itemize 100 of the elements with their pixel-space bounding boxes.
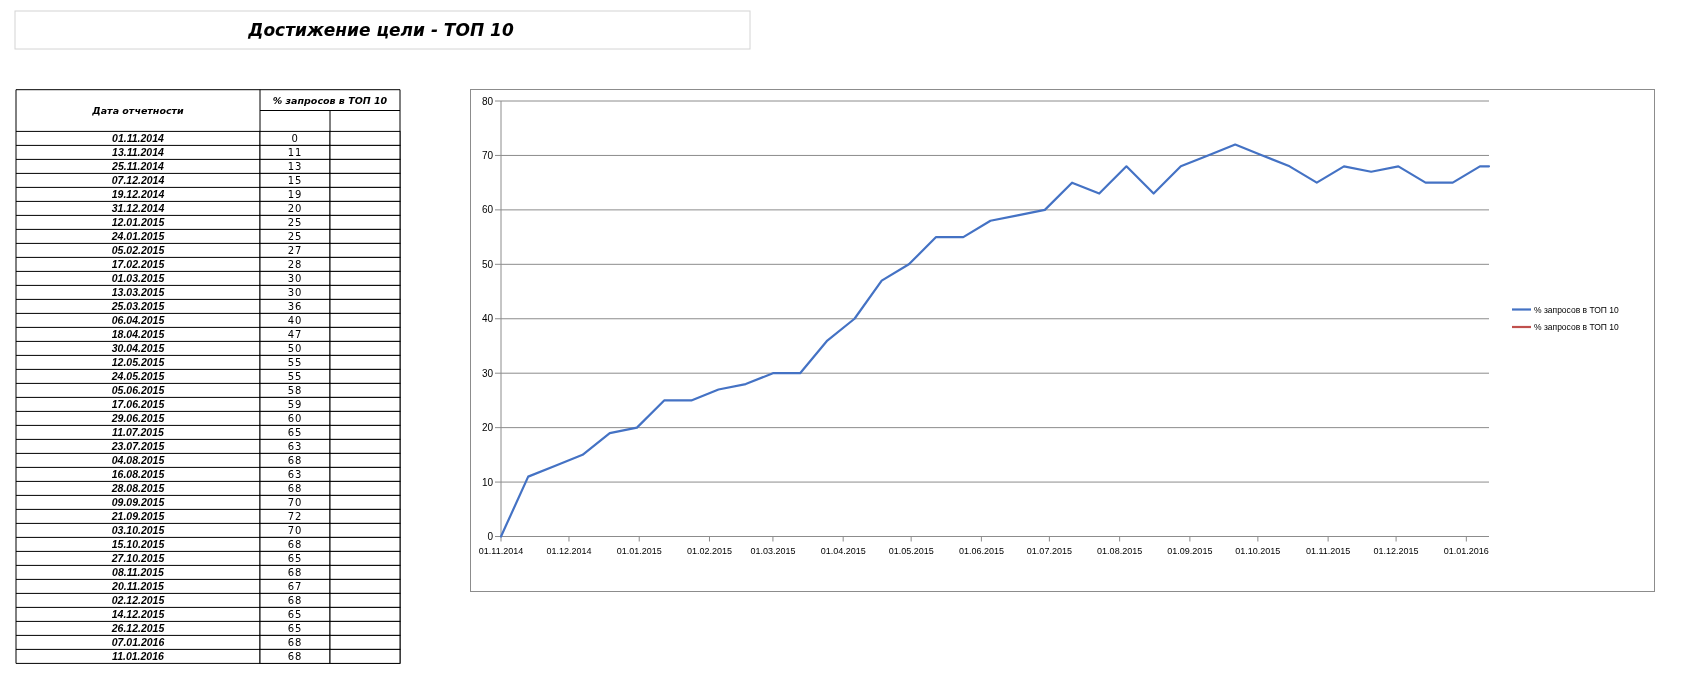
data-label: 65 [287, 623, 303, 634]
y-tick-label: 13.03.2015 [111, 286, 165, 298]
data-label: 55 [287, 371, 303, 382]
legend-label: % запросов в ТОП 10 [1534, 322, 1620, 332]
y-tick-label: 07.01.2016 [111, 636, 165, 648]
data-label: 68 [287, 637, 303, 648]
data-label: 30 [287, 273, 303, 284]
data-label: 27 [287, 245, 303, 256]
data-label: 25 [287, 231, 303, 242]
y-tick-label: 31.12.2014 [111, 202, 165, 214]
data-label: 68 [287, 539, 303, 550]
y-tick-label: 29.06.2015 [110, 412, 165, 424]
data-label: 20 [287, 203, 303, 214]
data-label: 15 [287, 175, 303, 186]
y-tick-label: 25.03.2015 [110, 300, 165, 312]
y-tick-label: 0 [487, 531, 494, 542]
y-tick-label: 05.02.2015 [111, 244, 165, 256]
data-label: 19 [287, 189, 303, 200]
data-label: 0 [291, 133, 299, 144]
data-label: 50 [287, 343, 303, 354]
chart-title: Достижение цели - ТОП 10 [247, 20, 514, 40]
x-tick-label: 01.06.2015 [958, 545, 1004, 556]
data-label: 25 [287, 217, 303, 228]
data-label: 58 [287, 385, 303, 396]
y-tick-label: 08.11.2015 [112, 566, 165, 578]
y-tick-label: 06.04.2015 [111, 314, 165, 326]
x-tick-label: 01.12.2014 [546, 545, 592, 556]
data-label: 28 [287, 259, 303, 270]
x-tick-label: 01.05.2015 [888, 545, 934, 556]
y-tick-label: 30 [481, 367, 494, 379]
y-tick-label: 12.05.2015 [111, 356, 165, 368]
data-label: 65 [287, 553, 303, 564]
y-tick-label: 16.08.2015 [111, 468, 165, 480]
x-tick-label: 01.12.2015 [1373, 545, 1419, 556]
data-label: 68 [287, 595, 303, 606]
data-label: 70 [287, 525, 303, 536]
x-axis-title: % запросов в ТОП 10 [272, 94, 388, 106]
y-tick-label: 30.04.2015 [111, 342, 165, 354]
y-tick-label: 40 [481, 313, 494, 325]
y-tick-label: 70 [481, 149, 494, 161]
x-tick-label: 01.10.2015 [1235, 545, 1281, 556]
y-tick-label: 27.10.2015 [110, 552, 165, 564]
y-tick-label: 04.08.2015 [111, 454, 165, 466]
y-tick-label: 09.09.2015 [111, 496, 165, 508]
data-label: 68 [287, 455, 303, 466]
y-tick-label: 20 [481, 422, 494, 434]
y-tick-label: 03.10.2015 [111, 524, 165, 536]
data-label: 63 [287, 469, 303, 480]
y-tick-label: 24.05.2015 [110, 370, 165, 382]
y-tick-label: 23.07.2015 [110, 440, 165, 452]
y-tick-label: 17.06.2015 [111, 398, 165, 410]
data-label: 47 [287, 329, 303, 340]
data-label: 36 [287, 301, 303, 312]
data-label: 13 [287, 161, 303, 172]
x-tick-label: 01.01.2016 [1443, 545, 1489, 556]
data-label: 40 [287, 315, 303, 326]
legend-label: % запросов в ТОП 10 [1534, 304, 1620, 315]
data-label: 68 [287, 483, 303, 494]
data-label: 67 [287, 581, 303, 592]
y-tick-label: 24.01.2015 [110, 230, 165, 242]
x-tick-label: 01.02.2015 [686, 545, 732, 556]
y-tick-label: 14.12.2015 [111, 608, 165, 620]
y-tick-label: 15.10.2015 [111, 538, 165, 550]
data-label: 63 [287, 441, 303, 452]
x-tick-label: 01.04.2015 [820, 545, 866, 556]
y-tick-label: 11.01.2016 [112, 650, 165, 662]
y-tick-label: 80 [481, 95, 494, 107]
x-tick-label: 01.07.2015 [1026, 545, 1072, 556]
y-tick-label: 20.11.2015 [111, 580, 165, 592]
data-label: 60 [287, 413, 303, 424]
x-tick-label: 01.09.2015 [1167, 545, 1213, 556]
y-tick-label: 50 [481, 258, 494, 270]
y-tick-label: 07.12.2014 [111, 174, 165, 186]
y-tick-label: 25.11.2014 [111, 160, 165, 172]
y-tick-label: 28.08.2015 [110, 482, 165, 494]
x-tick-label: 01.01.2015 [616, 545, 662, 556]
y-tick-label: 11.07.2015 [112, 426, 165, 438]
data-label: 11 [287, 147, 303, 158]
y-tick-label: 01.03.2015 [111, 272, 165, 284]
y-tick-label: 02.12.2015 [111, 594, 165, 606]
y-tick-label: 19.12.2014 [111, 188, 165, 200]
data-label: 70 [287, 497, 303, 508]
y-tick-label: 12.01.2015 [111, 216, 165, 228]
y-tick-label: 01.11.2014 [112, 132, 165, 144]
y-tick-label: 10 [481, 476, 494, 488]
data-label: 68 [287, 651, 303, 662]
x-tick-label: 01.11.2015 [1305, 545, 1351, 556]
x-tick-label: 01.08.2015 [1097, 545, 1143, 556]
y-tick-label: 13.11.2014 [112, 146, 165, 158]
data-label: 68 [287, 567, 303, 578]
x-tick-label: 01.03.2015 [750, 545, 796, 556]
data-label: 65 [287, 609, 303, 620]
y-tick-label: 18.04.2015 [111, 328, 165, 340]
data-label: 55 [287, 357, 303, 368]
data-label: 30 [287, 287, 303, 298]
y-tick-label: 60 [481, 204, 494, 216]
y-tick-label: 17.02.2015 [111, 258, 165, 270]
y-tick-label: 21.09.2015 [110, 510, 165, 522]
data-label: 59 [287, 399, 303, 410]
y-tick-label: 05.06.2015 [111, 384, 165, 396]
